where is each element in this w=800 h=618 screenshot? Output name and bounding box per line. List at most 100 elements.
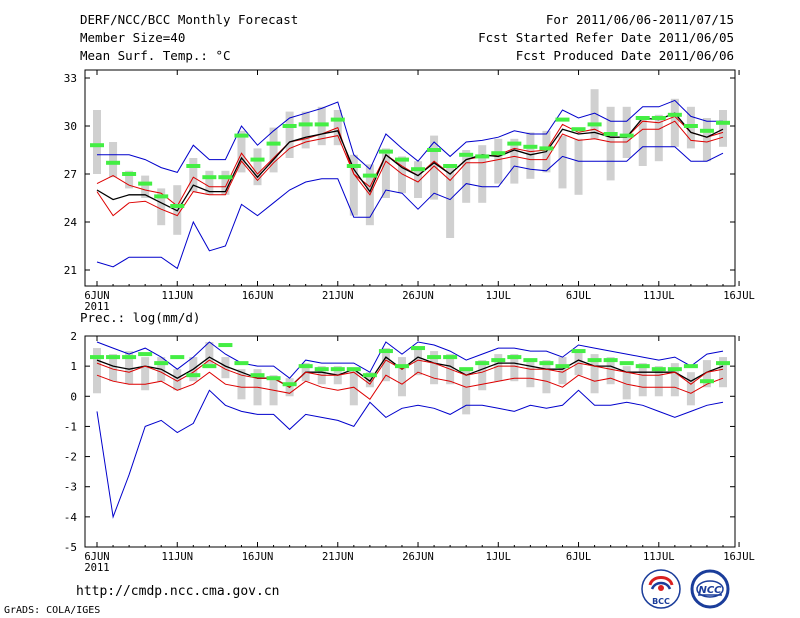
observation-mark xyxy=(587,122,602,127)
x-tick-label: 26JUN xyxy=(402,551,434,563)
forecast-start-date: Fcst Started Refer Date 2011/06/05 xyxy=(478,30,734,45)
y-tick-label: 30 xyxy=(64,120,77,133)
x-tick-label: 16JUL xyxy=(723,551,755,563)
observation-mark xyxy=(443,164,458,168)
observation-mark xyxy=(122,172,137,176)
ensemble-box xyxy=(558,357,567,385)
ensemble-box xyxy=(526,360,535,388)
ensemble-box xyxy=(237,130,246,173)
observation-mark xyxy=(716,361,730,366)
x-tick-label: 1JUL xyxy=(486,551,511,563)
y-tick-label: 2 xyxy=(70,330,77,343)
observation-mark xyxy=(523,144,538,149)
observation-mark xyxy=(330,117,345,122)
series-mean-line xyxy=(96,356,724,388)
observation-mark xyxy=(202,175,217,180)
ensemble-box xyxy=(381,148,390,198)
observation-mark xyxy=(507,141,522,146)
ensemble-box xyxy=(397,357,406,397)
series-clim-line xyxy=(96,359,724,388)
observation-mark xyxy=(716,120,730,125)
observation-mark xyxy=(635,364,650,369)
ensemble-box xyxy=(719,357,727,388)
plot-frame xyxy=(84,69,736,287)
observation-mark xyxy=(218,343,233,348)
observation-mark xyxy=(699,128,714,133)
bcc-logo-text: BCC xyxy=(652,597,670,606)
observation-mark xyxy=(266,141,281,146)
x-year-label: 2011 xyxy=(84,562,109,574)
ensemble-box xyxy=(686,372,695,406)
x-tick-label: 11JUL xyxy=(643,290,675,302)
observation-mark xyxy=(90,355,104,360)
x-tick-label: 21JUN xyxy=(322,290,354,302)
ncc-logo: NCC xyxy=(690,569,730,609)
ensemble-box xyxy=(189,158,198,192)
ensemble-box xyxy=(269,127,278,173)
x-tick-label: 6JUN xyxy=(84,551,109,563)
ensemble-box xyxy=(638,363,647,397)
observation-mark xyxy=(362,173,377,178)
series-max-line xyxy=(97,99,723,173)
observation-mark xyxy=(234,361,249,366)
ensemble-box xyxy=(478,360,487,391)
ensemble-box xyxy=(221,357,230,379)
observation-mark xyxy=(346,367,361,372)
observation-mark xyxy=(603,132,618,136)
variable-label: Mean Surf. Temp.: °C xyxy=(80,48,231,63)
ensemble-box xyxy=(654,114,663,162)
website-url[interactable]: http://cmdp.ncc.cma.gov.cn xyxy=(76,584,280,599)
ensemble-box xyxy=(205,170,214,195)
temperature-chart: 21 24 27 30 33 6JUN 11JUN 16JUN 21JUN 26JUN 1JUL 6J… xyxy=(64,69,755,313)
y-tick-label: -3 xyxy=(64,481,77,494)
ensemble-box xyxy=(670,363,679,397)
ensemble-box xyxy=(397,156,406,194)
observation-mark xyxy=(234,133,249,138)
forecast-title: DERF/NCC/BCC Monthly Forecast xyxy=(80,12,299,27)
ensemble-box xyxy=(237,369,246,400)
y-tick-label: 24 xyxy=(64,216,78,229)
series-mean-line xyxy=(96,112,724,212)
ensemble-box xyxy=(285,111,294,158)
observation-mark xyxy=(218,175,233,180)
ensemble-box xyxy=(125,351,134,385)
observation-mark xyxy=(106,160,121,165)
x-tick-label: 26JUN xyxy=(402,290,434,302)
grads-credit: GrADS: COLA/IGES xyxy=(4,605,101,616)
forecast-produced-date: Fcst Produced Date 2011/06/06 xyxy=(515,48,734,63)
ensemble-box xyxy=(478,145,487,203)
ensemble-box xyxy=(654,366,663,397)
member-size-label: Member Size=40 xyxy=(80,30,186,45)
y-tick-label: 33 xyxy=(64,72,77,85)
ensemble-box xyxy=(141,175,150,198)
observation-mark xyxy=(427,355,442,360)
x-tick-label: 11JUN xyxy=(161,551,193,563)
observation-mark xyxy=(507,355,522,360)
observation-mark xyxy=(154,194,169,199)
observation-mark xyxy=(186,373,201,378)
x-tick-label: 11JUL xyxy=(643,551,675,563)
observation-mark xyxy=(266,376,281,381)
ensemble-box xyxy=(430,351,439,385)
observation-mark xyxy=(523,358,538,363)
observation-mark xyxy=(651,367,666,372)
series-lower-line xyxy=(96,146,724,270)
precip-subtitle: Prec.: log(mm/d) xyxy=(80,310,200,325)
observation-mark xyxy=(491,358,506,363)
observation-mark xyxy=(571,349,586,354)
ensemble-box xyxy=(109,354,118,382)
ensemble-box xyxy=(462,369,471,415)
observation-mark xyxy=(330,367,345,372)
ensemble-box xyxy=(638,116,647,166)
observation-mark xyxy=(202,364,217,369)
ensemble-box xyxy=(622,106,631,158)
ensemble-box xyxy=(446,167,455,238)
x-year-label: 2011 xyxy=(84,301,109,313)
y-tick-label: -5 xyxy=(64,541,77,554)
ensemble-box xyxy=(606,106,615,181)
observation-mark xyxy=(667,367,682,372)
ensemble-box xyxy=(157,188,166,226)
observation-mark xyxy=(282,382,297,387)
ensemble-box xyxy=(590,89,599,139)
observation-mark xyxy=(683,124,698,128)
